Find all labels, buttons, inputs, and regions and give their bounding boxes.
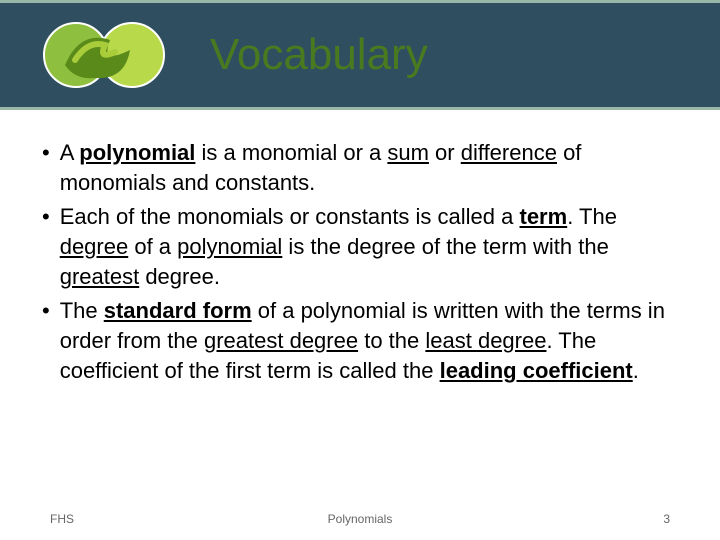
header-band: Vocabulary (0, 0, 720, 110)
bullet-dot: • (42, 202, 50, 232)
slide-title: Vocabulary (210, 30, 428, 80)
bullet-dot: • (42, 138, 50, 168)
footer-right: 3 (663, 512, 670, 526)
bullet-text: Each of the monomials or constants is ca… (60, 202, 678, 292)
bullet-dot: • (42, 296, 50, 326)
footer: FHS Polynomials 3 (0, 512, 720, 526)
bullet-list: • A polynomial is a monomial or a sum or … (42, 138, 678, 386)
leaf-graphic (40, 10, 180, 100)
bullet-text: A polynomial is a monomial or a sum or d… (60, 138, 678, 198)
bullet-item: • Each of the monomials or constants is c… (42, 202, 678, 292)
footer-center: Polynomials (328, 512, 393, 526)
bullet-item: • A polynomial is a monomial or a sum or … (42, 138, 678, 198)
bullet-text: The standard form of a polynomial is wri… (60, 296, 678, 386)
content-area: • A polynomial is a monomial or a sum or … (0, 110, 720, 386)
footer-left: FHS (50, 512, 74, 526)
bullet-item: • The standard form of a polynomial is wr… (42, 296, 678, 386)
